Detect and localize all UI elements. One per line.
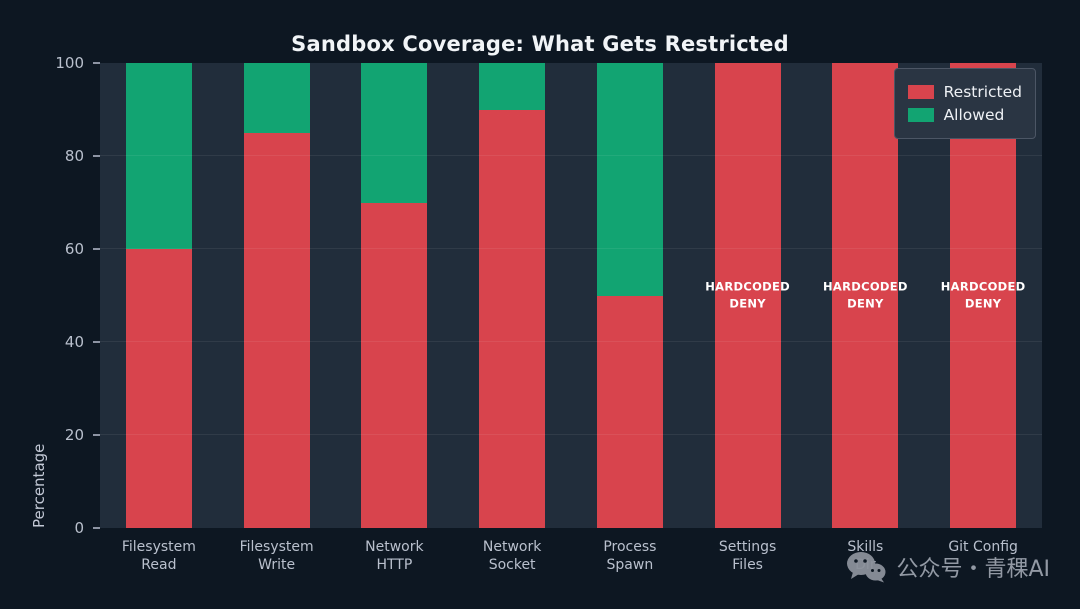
bar-segment-allowed [479,63,546,110]
watermark-text: 公众号・青稞AI [896,557,1050,582]
bar-segment-restricted [361,202,428,528]
y-tick-label: 20 [64,426,84,444]
x-tick-label: Network HTTP [365,539,424,574]
x-tick-label: Git Config [948,539,1018,555]
y-tick-mark [93,527,100,529]
bar-slot: HARDCODED DENY [689,63,807,528]
bar-annotation: HARDCODED DENY [822,279,908,311]
bar-segment-restricted [125,249,192,528]
watermark: 公众号・青稞AI [846,551,1050,583]
legend-label: Allowed [943,106,1005,124]
y-tick-mark [93,341,100,343]
bar-segment-restricted [479,109,546,528]
x-tick-label: Settings Files [718,539,777,574]
bar-slot: HARDCODED DENY [807,63,925,528]
bar-slot [453,63,571,528]
y-tick-label: 0 [74,519,84,537]
bar-slot: HARDCODED DENY [924,63,1042,528]
grid-line [100,341,1042,342]
bar-annotation: HARDCODED DENY [705,279,791,311]
bar-segment-allowed [361,63,428,203]
legend-label: Restricted [943,83,1022,101]
y-tick-label: 100 [55,54,84,72]
bar-segment-allowed [125,63,192,249]
bar-segment-allowed [243,63,310,133]
legend-item: Allowed [907,106,1022,124]
legend-items: Restricted Allowed [907,83,1022,124]
y-axis: 0 20 40 60 80 100 [0,54,100,537]
y-tick-mark [93,155,100,157]
x-tick-label: Filesystem Read [121,539,196,574]
bar-segment-restricted [243,132,310,528]
y-tick-label: 40 [64,333,84,351]
legend-swatch [907,85,934,99]
bar-segment-allowed [596,63,663,296]
chart-title: Sandbox Coverage: What Gets Restricted [291,32,789,56]
bar-segment-restricted [596,295,663,528]
y-tick-mark [93,248,100,250]
y-tick-mark [93,434,100,436]
y-tick-label: 60 [64,240,84,258]
wechat-icon [847,552,886,583]
x-axis: Filesystem Read Filesystem Write Network H… [100,538,1042,574]
grid-line [100,248,1042,249]
legend-item: Restricted [907,83,1022,101]
bar-slot [571,63,689,528]
bar-segment-restricted [832,63,899,528]
x-tick-label: Process Spawn [603,539,657,574]
bars-layer: HARDCODED DENY HARDCODED DENY HARDCODED DE… [100,63,1042,528]
grid-line [100,155,1042,156]
bar-annotation: HARDCODED DENY [940,279,1026,311]
bar-slot [336,63,454,528]
legend-swatch [907,108,934,122]
plot-area: HARDCODED DENY HARDCODED DENY HARDCODED DE… [100,63,1042,528]
y-tick-label: 80 [64,147,84,165]
x-tick-label: Filesystem Write [239,539,314,574]
bar-segment-restricted [950,63,1017,528]
bar-slot [100,63,218,528]
x-tick-label: Network Socket [482,539,542,574]
legend: Restricted Allowed [893,68,1036,139]
bar-slot [218,63,336,528]
bar-segment-restricted [714,63,781,528]
y-tick-mark [93,62,100,64]
grid-line [100,434,1042,435]
